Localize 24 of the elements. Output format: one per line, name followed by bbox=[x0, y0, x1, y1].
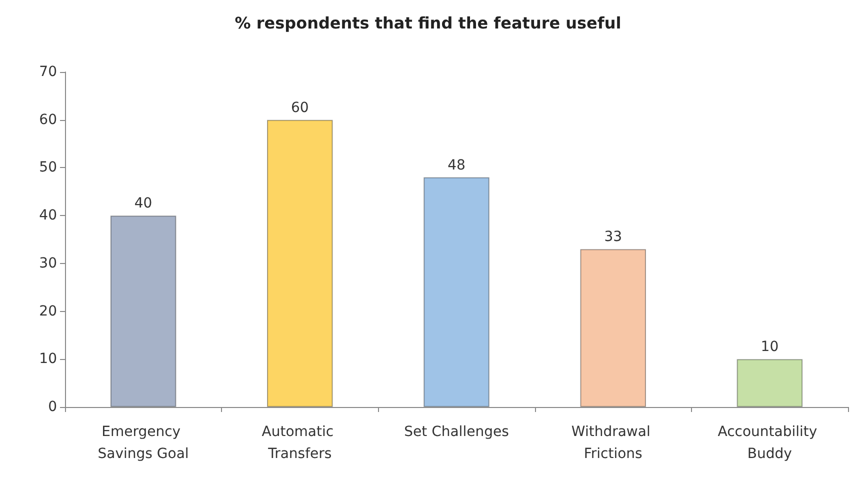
x-tick-label: Emergency Savings Goal bbox=[98, 424, 189, 462]
bar bbox=[110, 216, 176, 407]
bar bbox=[267, 120, 333, 407]
chart-title: % respondents that find the feature useful bbox=[234, 14, 622, 32]
y-tick-label: 60 bbox=[39, 112, 57, 128]
bar bbox=[736, 359, 803, 407]
y-tick-label: 70 bbox=[39, 64, 57, 80]
data-label: 48 bbox=[448, 157, 466, 174]
data-label: 60 bbox=[290, 100, 309, 116]
bar bbox=[580, 249, 646, 407]
y-tick-label: 10 bbox=[39, 351, 57, 368]
x-tick-label: Accountability Buddy bbox=[718, 424, 822, 462]
y-tick-label: 0 bbox=[48, 399, 57, 415]
y-tick-label: 30 bbox=[39, 255, 57, 272]
y-tick-label: 50 bbox=[39, 160, 57, 176]
y-tick-label: 20 bbox=[39, 303, 57, 320]
x-tick-label: Automatic Transfers bbox=[262, 424, 338, 462]
bar bbox=[424, 177, 490, 407]
x-tick-label: Set Challenges bbox=[404, 424, 509, 440]
data-label: 10 bbox=[760, 339, 779, 356]
data-label: 33 bbox=[604, 229, 622, 246]
x-tick-label: Withdrawal Frictions bbox=[571, 424, 655, 462]
data-label: 40 bbox=[134, 196, 152, 212]
y-tick-label: 40 bbox=[39, 208, 57, 224]
